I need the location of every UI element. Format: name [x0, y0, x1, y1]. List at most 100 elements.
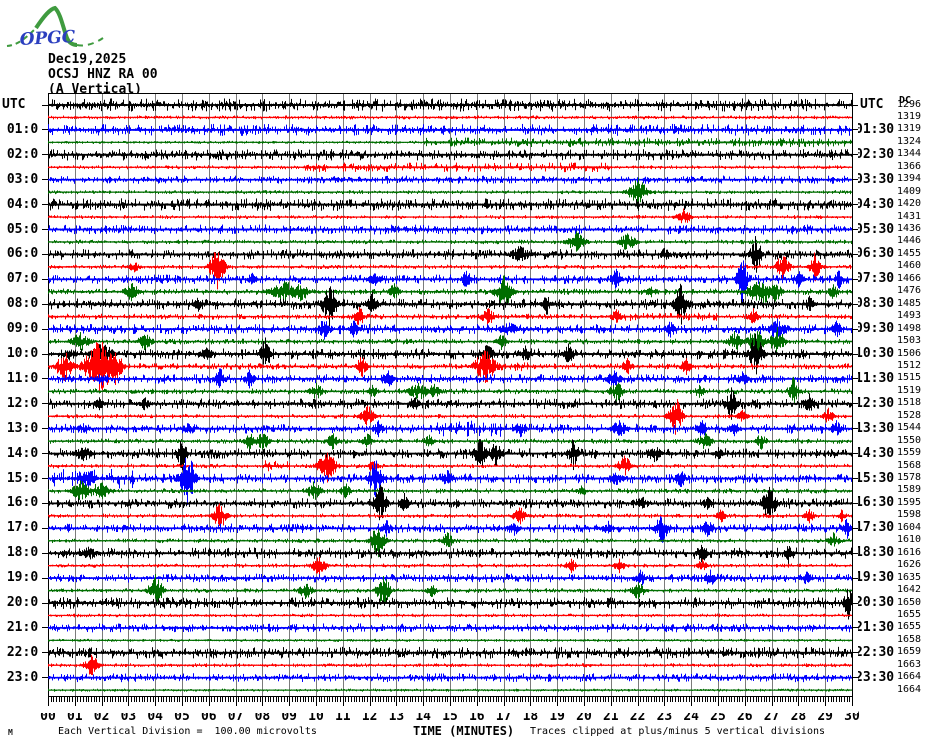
minute-tick-label: 11 — [334, 709, 351, 724]
dc-offset-value: 1528 — [897, 409, 922, 421]
right-time-label: 06:30 — [855, 246, 895, 262]
dc-offset-value: 1635 — [897, 571, 922, 583]
scale-note: Each Vertical Division = 100.00 microvol… — [58, 726, 317, 737]
left-time-label: 14:00 — [6, 445, 46, 461]
minute-tick-label: 13 — [388, 709, 405, 724]
left-time-label: 04:00 — [6, 196, 46, 212]
dc-offset-value: 1515 — [897, 372, 922, 384]
dc-offset-value: 1394 — [897, 173, 922, 185]
seismogram-plot — [38, 93, 858, 713]
dc-offset-value: 1431 — [897, 210, 922, 222]
dc-offset-value: 1498 — [897, 322, 922, 334]
dc-offset-value: 1658 — [897, 633, 922, 645]
right-time-label: 23:30 — [855, 669, 895, 685]
dc-offset-value: 1512 — [897, 359, 922, 371]
dc-offset-value: 1664 — [897, 671, 922, 683]
dc-offset-value: 1493 — [897, 310, 922, 322]
title-block: Dec19,2025 OCSJ HNZ RA 00 (A Vertical) — [48, 52, 158, 97]
right-time-label: 13:30 — [855, 420, 895, 436]
left-time-label: 10:00 — [6, 346, 46, 361]
minute-tick-label: 06 — [200, 709, 217, 724]
minute-tick-label: 22 — [629, 709, 646, 724]
dc-offset-value: 1455 — [897, 247, 922, 259]
dc-offset-value: 1436 — [897, 223, 922, 234]
minute-tick-label: 19 — [549, 709, 566, 724]
right-time-label: 12:30 — [855, 395, 895, 411]
minute-tick-label: 28 — [790, 709, 807, 724]
corner-mark: M — [8, 728, 13, 737]
left-time-label: 18:00 — [6, 545, 46, 561]
minute-tick-label: 12 — [361, 709, 378, 724]
date-label: Dec19,2025 — [48, 52, 127, 67]
left-time-label: 02:00 — [6, 146, 46, 162]
logo-peak — [34, 5, 78, 47]
right-time-label: 14:30 — [855, 445, 895, 461]
dc-header: DC — [899, 95, 912, 106]
right-time-label: 10:30 — [855, 346, 895, 361]
right-time-label: 04:30 — [855, 196, 895, 212]
right-time-label: 05:30 — [855, 221, 895, 237]
minute-tick-label: 27 — [763, 709, 780, 724]
left-time-label: 09:00 — [6, 321, 46, 337]
right-time-label: 11:30 — [855, 370, 895, 386]
minute-tick-label: 00 — [40, 709, 56, 724]
left-time-label: 20:00 — [6, 595, 46, 610]
dc-offset-value: 1344 — [897, 148, 922, 160]
right-time-label: 19:30 — [855, 570, 895, 586]
dc-offset-value: 1366 — [897, 160, 922, 172]
dc-offset-value: 1324 — [897, 135, 922, 147]
dc-offset-value: 1319 — [897, 123, 922, 135]
left-time-label: 16:00 — [6, 495, 46, 511]
logo-ridge-dash-right — [76, 37, 104, 47]
x-axis-title: TIME (MINUTES) — [413, 724, 515, 738]
dc-offset-value: 1460 — [897, 260, 922, 272]
left-time-label: 05:00 — [6, 221, 46, 237]
dc-offset-value: 1485 — [897, 297, 922, 309]
dc-offset-value: 1409 — [897, 185, 922, 197]
dc-offset-value: 1650 — [897, 596, 922, 608]
minute-tick-label: 09 — [281, 709, 298, 724]
dc-offset-value: 1655 — [897, 609, 922, 620]
left-time-label: 08:00 — [6, 296, 46, 312]
logo-ridge-dash-left — [6, 27, 37, 47]
dc-offset-value: 1642 — [897, 584, 922, 595]
minute-tick-label: 01 — [66, 709, 83, 724]
left-time-label: 12:00 — [6, 395, 46, 411]
minute-tick-label: 02 — [93, 709, 110, 724]
right-time-label: 21:30 — [855, 619, 895, 635]
minute-tick-label: 30 — [844, 709, 860, 724]
dc-offset-value: 1559 — [897, 447, 922, 459]
left-time-label: 01:00 — [6, 121, 46, 137]
dc-offset-value: 1466 — [897, 272, 922, 284]
right-time-label: 18:30 — [855, 545, 895, 561]
right-time-label: 02:30 — [855, 146, 895, 162]
minute-tick-label: 18 — [522, 709, 539, 724]
minute-tick-label: 08 — [254, 709, 271, 724]
clip-note: Traces clipped at plus/minus 5 vertical … — [530, 726, 826, 737]
dc-offset-value: 1589 — [897, 484, 922, 496]
dc-offset-value: 1506 — [897, 347, 922, 359]
dc-offset-value: 1595 — [897, 496, 922, 508]
right-time-label: 16:30 — [855, 495, 895, 511]
right-time-label: 01:30 — [855, 121, 895, 137]
left-time-label: 22:00 — [6, 644, 46, 660]
station-label: OCSJ HNZ RA 00 — [48, 67, 158, 82]
dc-offset-value: 1476 — [897, 285, 922, 297]
minute-tick-label: 20 — [576, 709, 592, 724]
dc-offset-value: 1550 — [897, 434, 922, 446]
dc-offset-value: 1655 — [897, 621, 922, 633]
dc-offset-value: 1616 — [897, 546, 922, 558]
opgc-logo: OPGC — [6, 5, 104, 50]
dc-offset-value: 1503 — [897, 335, 922, 346]
left-time-label: 11:00 — [6, 370, 46, 386]
dc-offset-value: 1446 — [897, 235, 922, 247]
dc-offset-value: 1604 — [897, 521, 922, 533]
right-time-label: 08:30 — [855, 296, 895, 312]
dc-offset-value: 1420 — [897, 198, 922, 210]
left-time-label: 19:00 — [6, 570, 46, 586]
left-time-label: 06:00 — [6, 246, 46, 262]
left-time-label: 23:00 — [6, 669, 46, 685]
minute-tick-label: 04 — [147, 709, 164, 724]
minute-tick-label: 21 — [602, 709, 619, 724]
